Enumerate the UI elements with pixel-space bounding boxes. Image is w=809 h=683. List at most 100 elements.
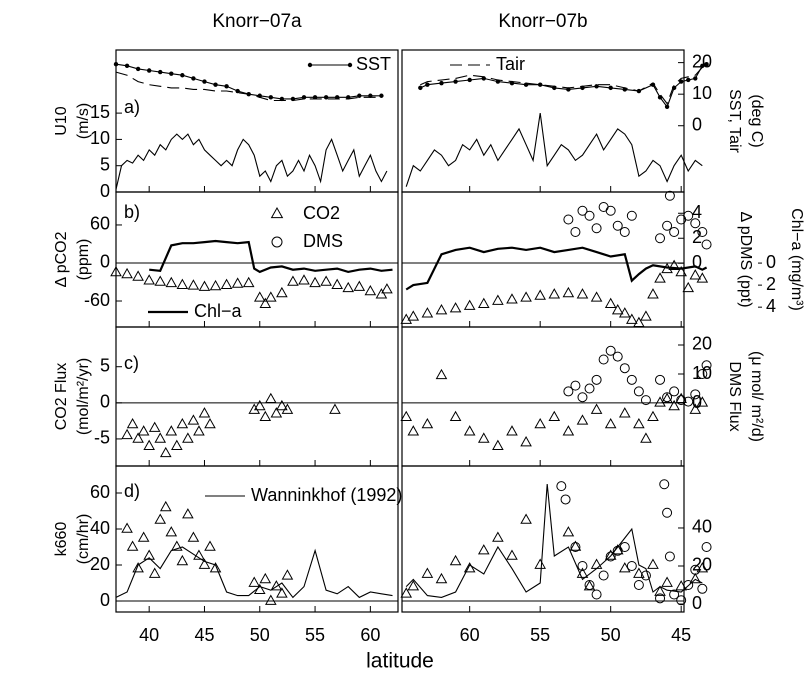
circle-marker [563, 386, 574, 397]
y-axis-label: (mol/m²/yr) [75, 358, 92, 435]
series-dot [224, 84, 229, 89]
triangle-marker [604, 297, 617, 308]
triangle-marker [640, 310, 652, 321]
circle-marker [570, 380, 581, 391]
circle-marker [598, 570, 609, 581]
circle-marker [697, 369, 708, 380]
series-dot [594, 84, 599, 89]
series-dot [323, 95, 329, 100]
triangle-marker [682, 281, 695, 293]
circle-marker [626, 210, 637, 221]
triangle-marker [506, 549, 518, 560]
triangle-marker [253, 399, 266, 411]
triangle-marker [590, 291, 603, 302]
triangle-marker [209, 562, 222, 573]
triangle-marker [400, 313, 413, 324]
triangle-marker [126, 417, 139, 429]
legend-marker [270, 206, 284, 219]
y2-tick-label: 20 [692, 555, 712, 575]
circle-marker [676, 595, 687, 606]
legend-dot [347, 62, 353, 68]
circle-marker [619, 227, 630, 237]
circle-marker [605, 551, 616, 562]
circle-marker [697, 583, 708, 594]
triangle-marker [435, 304, 448, 315]
series-dot [537, 82, 543, 87]
triangle-marker [576, 288, 589, 299]
series-dot [664, 104, 670, 110]
x-tick-label: 50 [601, 625, 621, 645]
series-dot [425, 82, 430, 87]
triangle-marker [276, 587, 288, 598]
triangle-marker [137, 531, 150, 542]
circle-marker [633, 580, 644, 591]
triangle-marker [187, 531, 200, 542]
triangle-marker [668, 399, 680, 411]
triangle-marker [675, 392, 687, 404]
triangle-marker [276, 399, 288, 411]
circle-marker [664, 190, 675, 201]
series-dot [439, 80, 444, 86]
triangle-marker [198, 280, 211, 291]
y-tick-label: 10 [90, 128, 110, 148]
triangle-marker [265, 291, 277, 302]
series-dot [678, 79, 684, 84]
series-dot [180, 73, 185, 78]
y2-tick-label: 0 [692, 114, 702, 134]
triangle-marker [696, 562, 709, 573]
triangle-marker [661, 392, 673, 404]
circle-marker [591, 589, 602, 600]
circle-marker [659, 479, 670, 490]
series-dot [566, 87, 571, 92]
triangle-marker [696, 272, 709, 283]
triangle-marker [534, 289, 546, 300]
triangle-marker [689, 269, 702, 280]
triangle-marker [618, 407, 631, 418]
triangle-marker [298, 274, 310, 285]
triangle-marker [265, 392, 277, 404]
panel-label: d) [124, 481, 140, 501]
y2-tick-label: 4 [692, 202, 702, 222]
triangle-marker [696, 396, 709, 407]
triangle-marker [562, 526, 575, 537]
x-tick-label: 60 [460, 625, 480, 645]
triangle-marker [165, 526, 178, 537]
triangle-marker [647, 558, 659, 569]
circle-marker [612, 351, 623, 362]
y3-axis-label: Chl−a (mg/m³) [788, 208, 805, 311]
series-dot [268, 95, 274, 100]
circle-marker [701, 541, 712, 552]
y2-tick-label: 40 [692, 517, 712, 537]
y-axis-label: (m/s) [75, 103, 92, 139]
triangle-marker [187, 279, 200, 290]
triangle-marker [520, 436, 532, 447]
circle-marker [683, 210, 694, 221]
legend-label: SST [356, 54, 391, 74]
y-tick-label: 0 [100, 392, 110, 412]
triangle-marker [259, 297, 272, 308]
series-line [115, 71, 382, 102]
y-tick-label: 60 [90, 214, 110, 234]
y2-tick-label: 20 [692, 51, 712, 71]
triangle-marker [132, 432, 144, 443]
triangle-marker [633, 417, 645, 429]
y2-tick-label: 20 [692, 334, 712, 354]
circle-marker [640, 570, 651, 581]
series-dot [169, 71, 174, 76]
y2-tick-label: 10 [692, 83, 712, 103]
y-axis-label: CO2 Flux [53, 363, 70, 431]
x-tick-label: 55 [530, 625, 550, 645]
triangle-marker [342, 281, 355, 293]
triangle-marker [520, 291, 532, 302]
triangle-marker [576, 414, 589, 425]
triangle-marker [689, 572, 702, 584]
circle-marker [655, 233, 666, 244]
triangle-marker [137, 425, 150, 436]
circle-marker [612, 220, 623, 231]
series-dot [146, 68, 152, 73]
triangle-marker [132, 270, 144, 281]
series-dot [158, 69, 163, 75]
triangle-marker [435, 572, 448, 584]
triangle-marker [407, 310, 420, 321]
